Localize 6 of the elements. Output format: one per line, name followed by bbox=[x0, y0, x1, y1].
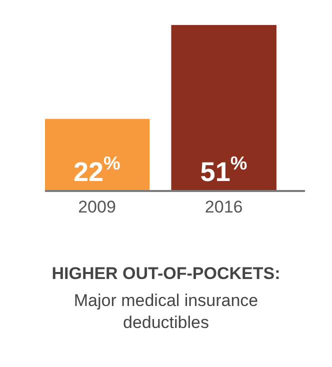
x-tick-label: 2016 bbox=[204, 197, 243, 216]
data-label: 51$^{%}$ bbox=[200, 154, 248, 187]
text: Major medical insurance deductibles bbox=[72, 290, 260, 334]
x-tick-label: 2009 bbox=[78, 197, 116, 216]
text: HIGHER OUT-OF-POCKETS: bbox=[50, 264, 282, 284]
data-label: 22$^{%}$ bbox=[73, 154, 121, 187]
